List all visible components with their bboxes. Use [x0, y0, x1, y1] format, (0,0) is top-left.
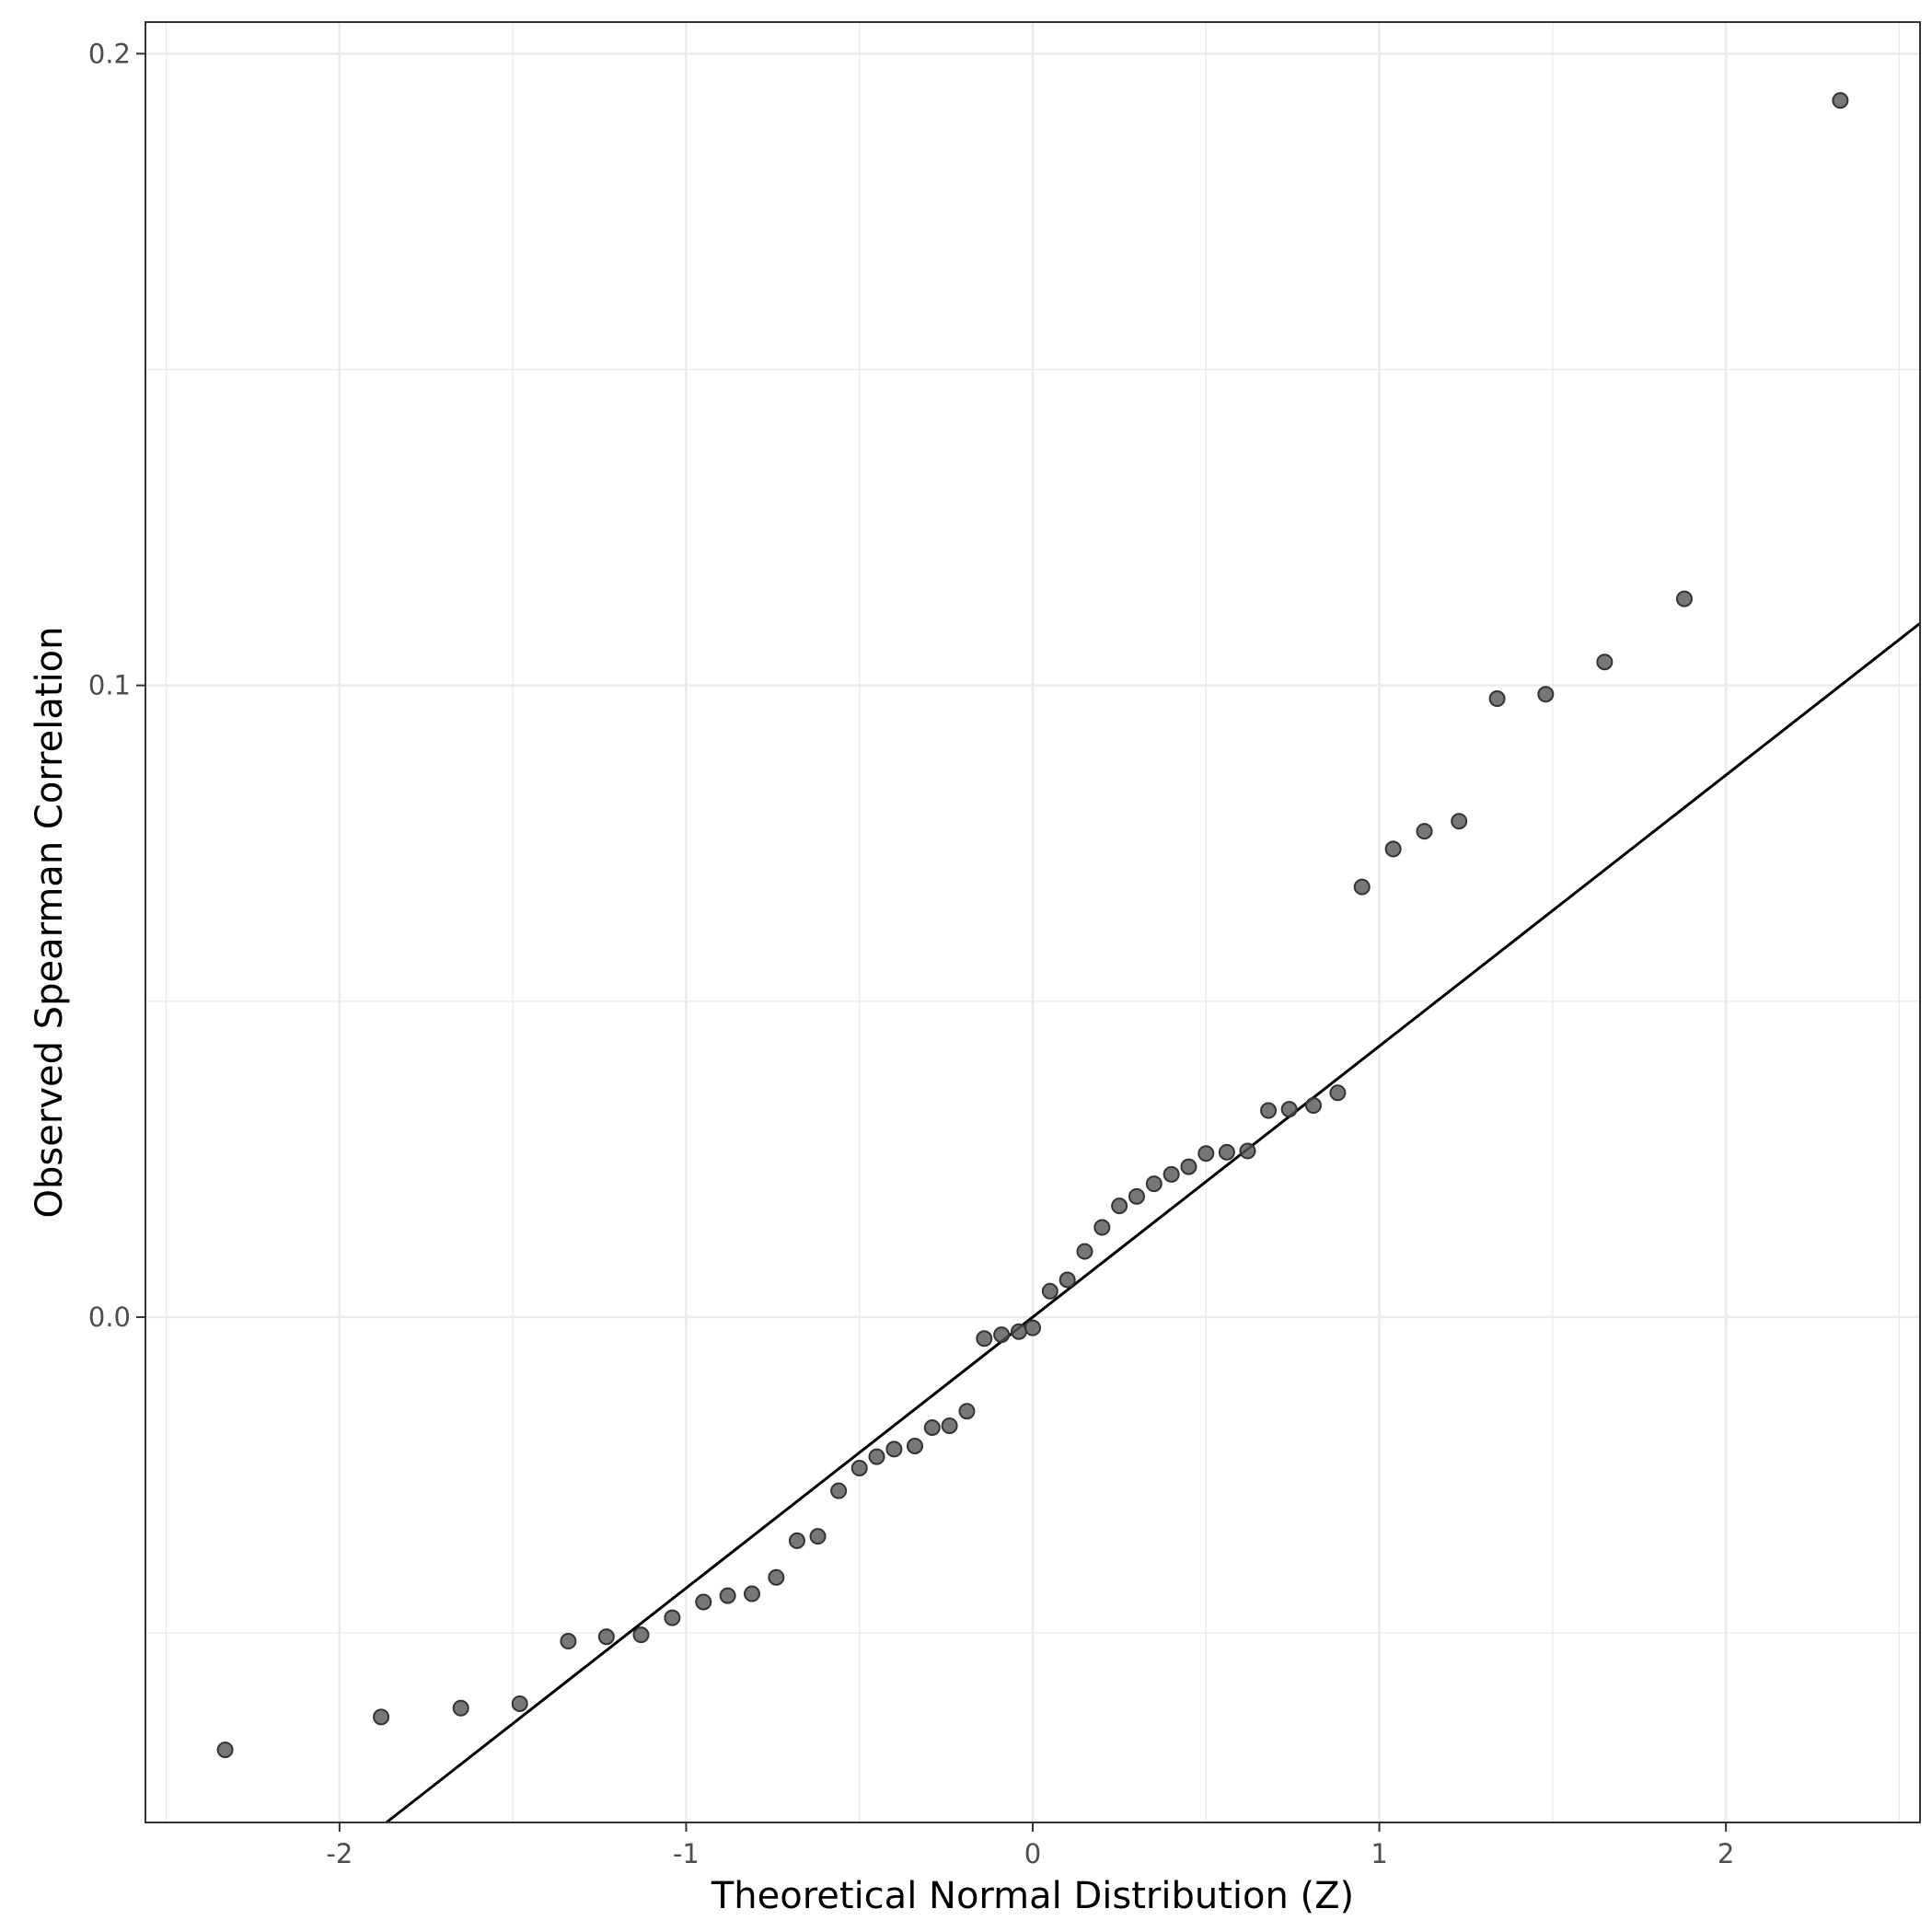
data-point [452, 1699, 469, 1717]
x-tick-label: -1 [673, 1838, 700, 1869]
data-point [809, 1528, 827, 1545]
data-point [1451, 813, 1468, 830]
reference-line [385, 622, 1921, 1824]
x-axis-title: Theoretical Normal Distribution (Z) [711, 1875, 1354, 1917]
data-point [1416, 823, 1433, 840]
x-tick-label: 1 [1371, 1838, 1387, 1869]
data-point [1059, 1271, 1076, 1289]
data-point [1111, 1197, 1128, 1215]
data-point [1280, 1101, 1298, 1118]
data-point [1076, 1243, 1093, 1260]
data-point [511, 1695, 528, 1712]
major-gridlines [145, 22, 1920, 1822]
data-point [868, 1448, 885, 1465]
data-point [850, 1459, 868, 1476]
x-axis-ticks: -2 -1 0 1 2 [326, 1822, 1734, 1869]
x-tick-label: -2 [326, 1838, 353, 1869]
data-point [830, 1482, 848, 1499]
data-point [1180, 1158, 1197, 1175]
y-axis-title: Observed Spearman Correlation [29, 627, 71, 1219]
data-points [216, 92, 1849, 1759]
y-tick-label: 0.1 [88, 670, 131, 701]
data-point [993, 1326, 1011, 1344]
data-point [664, 1609, 681, 1626]
data-point [1239, 1142, 1256, 1160]
data-point [1163, 1165, 1180, 1183]
data-point [560, 1633, 577, 1650]
data-point [1488, 690, 1506, 708]
data-point [976, 1330, 993, 1348]
data-point [1218, 1143, 1235, 1161]
data-point [597, 1628, 615, 1646]
data-point [1537, 686, 1555, 703]
data-point [1832, 92, 1849, 110]
y-tick-label: 0.2 [88, 38, 131, 69]
data-point [1353, 878, 1371, 896]
data-point [216, 1741, 234, 1759]
data-point [1024, 1319, 1041, 1336]
data-point [1145, 1175, 1163, 1193]
data-point [1197, 1145, 1215, 1163]
data-point [1041, 1282, 1059, 1300]
x-tick-label: 2 [1718, 1838, 1734, 1869]
data-point [1675, 590, 1693, 607]
data-point [373, 1708, 390, 1726]
data-point [743, 1585, 760, 1602]
data-point [1596, 654, 1614, 671]
data-point [719, 1587, 736, 1604]
data-point [632, 1626, 650, 1644]
data-point [768, 1568, 785, 1586]
data-point [1329, 1084, 1347, 1102]
data-point [1128, 1187, 1145, 1205]
data-point [1093, 1219, 1111, 1236]
data-point [1010, 1323, 1027, 1340]
data-point [1305, 1097, 1323, 1115]
data-point [695, 1593, 712, 1611]
y-axis-ticks: 0.0 0.1 0.2 [88, 38, 145, 1333]
data-point [923, 1419, 941, 1437]
x-tick-label: 0 [1024, 1838, 1041, 1869]
data-point [906, 1437, 923, 1454]
y-tick-label: 0.0 [88, 1301, 131, 1333]
reference-line-group [385, 622, 1921, 1824]
data-point [1384, 840, 1402, 858]
data-point [958, 1403, 976, 1420]
data-point [1260, 1102, 1278, 1119]
data-point [885, 1440, 903, 1458]
data-point [788, 1532, 805, 1549]
data-point [941, 1417, 958, 1434]
